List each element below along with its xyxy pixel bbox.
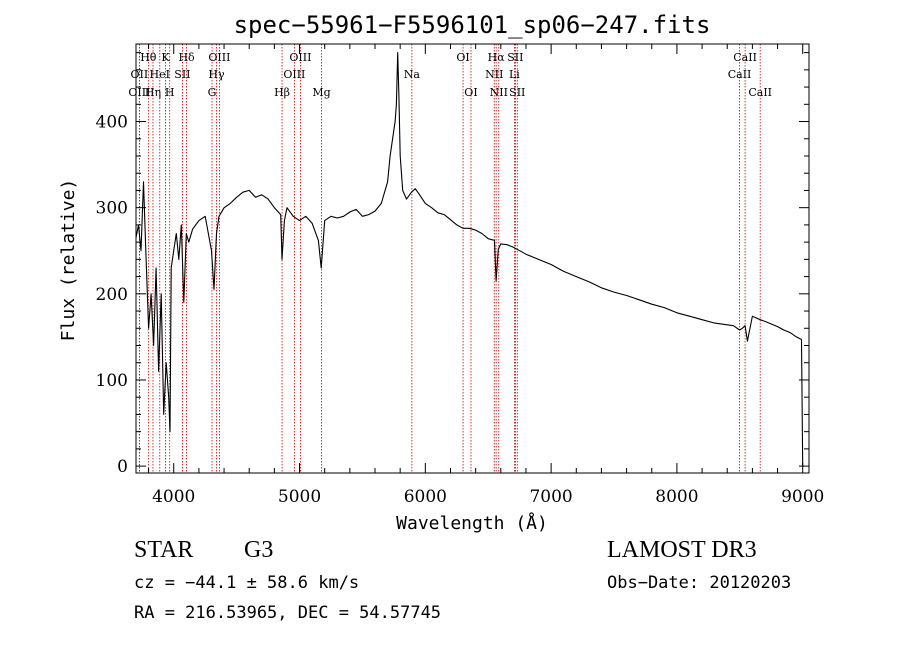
line-marker-label: Hδ (178, 51, 195, 64)
spectrum-line (135, 52, 804, 467)
survey-name: LAMOST DR3 (607, 537, 757, 563)
line-marker-label: OI (456, 51, 469, 64)
line-marker-label: SII (509, 86, 525, 99)
line-marker-label: OIII (289, 51, 311, 64)
line-marker-label: CaII (748, 86, 772, 99)
x-axis-label: Wavelength (Å) (396, 512, 548, 534)
line-marker-label: HeI (150, 68, 170, 81)
line-marker-label: G (208, 86, 217, 99)
y-axis-ticks: 0 100 200 300 400 (96, 52, 809, 477)
x-tick-label: 5000 (278, 487, 321, 507)
object-subclass: G3 (244, 537, 274, 563)
redshift-readout: cz = −44.1 ± 58.6 km/s (134, 573, 360, 593)
x-axis-ticks: 4000 5000 6000 7000 8000 9000 (148, 44, 824, 507)
line-marker-label: Mg (312, 86, 330, 99)
y-tick-label: 0 (117, 457, 128, 477)
line-marker-label: Hθ (140, 51, 157, 64)
line-marker-label: K (161, 51, 170, 64)
line-marker-label: Hα (488, 51, 506, 64)
line-marker-label: SII (507, 51, 523, 64)
plot-frame (135, 43, 810, 474)
y-axis-label: Flux (relative) (58, 179, 79, 342)
chart-title: spec−55961−F5596101_sp06−247.fits (234, 11, 711, 39)
line-marker-label: NII (490, 86, 508, 99)
line-marker-label: Hγ (208, 68, 225, 81)
x-tick-label: 9000 (781, 487, 824, 507)
y-tick-label: 400 (96, 113, 128, 133)
line-marker-label: OIII (283, 68, 305, 81)
coordinates-readout: RA = 216.53965, DEC = 54.57745 (134, 603, 442, 623)
line-marker-label: NII (485, 68, 503, 81)
object-class: STAR (134, 537, 194, 563)
observation-date: Obs−Date: 20120203 (607, 573, 792, 593)
line-marker-label: OIII (208, 51, 230, 64)
line-marker-label: CaII (733, 51, 757, 64)
line-marker-label: Na (404, 68, 421, 81)
x-tick-label: 4000 (152, 487, 195, 507)
y-tick-label: 100 (96, 371, 128, 391)
line-marker-label: SII (174, 68, 190, 81)
y-tick-label: 300 (96, 199, 128, 219)
line-marker-label: Hβ (274, 86, 290, 99)
line-marker-label: Li (509, 68, 520, 81)
x-tick-label: 7000 (529, 487, 572, 507)
line-marker-label: OIII (128, 86, 150, 99)
x-tick-label: 6000 (404, 487, 447, 507)
line-markers (138, 44, 761, 473)
line-marker-label: H (165, 86, 175, 99)
spectrum-series (135, 52, 804, 467)
line-marker-label: OII (131, 68, 149, 81)
line-marker-label: CaII (728, 68, 752, 81)
x-tick-label: 8000 (655, 487, 698, 507)
line-marker-label: OI (464, 86, 477, 99)
line-marker-label: Hη (145, 86, 161, 99)
y-tick-label: 200 (96, 285, 128, 305)
